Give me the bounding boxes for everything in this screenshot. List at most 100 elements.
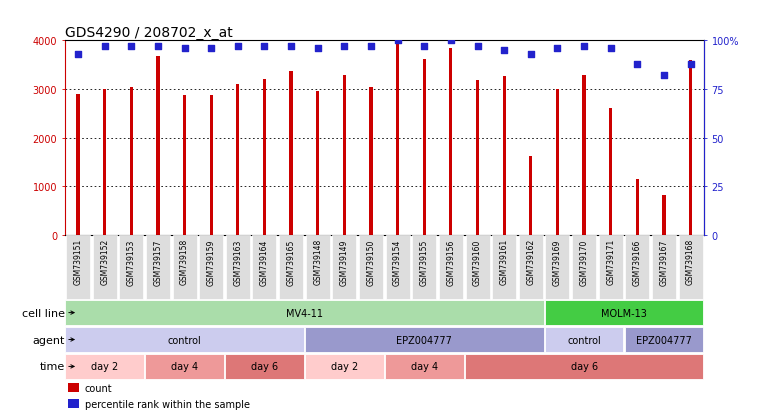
Bar (662, 196, 666, 235)
Text: GSM739158: GSM739158 (180, 239, 189, 285)
Text: day 6: day 6 (251, 361, 278, 372)
Bar (156, 57, 160, 235)
Point (258, 44, 271, 50)
FancyBboxPatch shape (279, 235, 303, 299)
Bar (183, 96, 186, 235)
Point (151, 44, 164, 50)
FancyBboxPatch shape (545, 328, 623, 352)
Text: GSM739170: GSM739170 (580, 239, 588, 285)
Text: GSM739162: GSM739162 (527, 239, 535, 285)
FancyBboxPatch shape (333, 235, 356, 299)
Text: GSM739168: GSM739168 (686, 239, 695, 285)
Bar (396, 44, 400, 235)
Point (419, 44, 431, 50)
Bar (529, 157, 533, 235)
Text: GDS4290 / 208702_x_at: GDS4290 / 208702_x_at (65, 26, 232, 40)
FancyBboxPatch shape (626, 235, 649, 299)
Text: GSM739153: GSM739153 (127, 239, 135, 285)
Text: GSM739154: GSM739154 (393, 239, 402, 285)
Bar (68, 399, 79, 408)
Point (471, 44, 484, 50)
Point (631, 61, 643, 68)
Point (524, 52, 537, 58)
Text: GSM739163: GSM739163 (234, 239, 242, 285)
Point (604, 46, 616, 52)
Point (684, 61, 696, 68)
Text: time: time (40, 361, 65, 372)
FancyBboxPatch shape (65, 328, 304, 352)
Text: GSM739155: GSM739155 (420, 239, 428, 285)
Point (125, 44, 137, 50)
Text: GSM739152: GSM739152 (100, 239, 109, 285)
FancyBboxPatch shape (305, 354, 384, 379)
FancyBboxPatch shape (226, 235, 250, 299)
Text: GSM739157: GSM739157 (154, 239, 162, 285)
Text: GSM739150: GSM739150 (367, 239, 375, 285)
Text: GSM739164: GSM739164 (260, 239, 269, 285)
Text: GSM739161: GSM739161 (500, 239, 508, 285)
Point (98, 44, 111, 50)
Point (578, 44, 590, 50)
Point (285, 44, 297, 50)
FancyBboxPatch shape (465, 354, 703, 379)
FancyBboxPatch shape (199, 235, 223, 299)
FancyBboxPatch shape (146, 235, 170, 299)
Text: MOLM-13: MOLM-13 (601, 308, 647, 318)
Point (338, 44, 350, 50)
Bar (103, 89, 107, 235)
Bar (68, 383, 79, 392)
Text: agent: agent (32, 335, 65, 345)
Text: day 2: day 2 (91, 361, 118, 372)
FancyBboxPatch shape (386, 235, 409, 299)
Text: GSM739165: GSM739165 (287, 239, 295, 285)
Text: day 2: day 2 (331, 361, 358, 372)
FancyBboxPatch shape (492, 235, 516, 299)
Text: control: control (167, 335, 202, 345)
Bar (316, 92, 320, 235)
Bar (556, 90, 559, 235)
Text: EPZ004777: EPZ004777 (396, 335, 452, 345)
FancyBboxPatch shape (625, 328, 703, 352)
Point (444, 38, 457, 45)
FancyBboxPatch shape (66, 235, 90, 299)
Text: MV4-11: MV4-11 (286, 308, 323, 318)
Text: count: count (84, 383, 112, 393)
Bar (502, 77, 506, 235)
FancyBboxPatch shape (173, 235, 196, 299)
FancyBboxPatch shape (439, 235, 463, 299)
Text: GSM739148: GSM739148 (314, 239, 322, 285)
Point (391, 38, 403, 45)
FancyBboxPatch shape (253, 235, 276, 299)
FancyBboxPatch shape (679, 235, 702, 299)
Bar (369, 88, 373, 235)
FancyBboxPatch shape (572, 235, 596, 299)
Point (365, 44, 377, 50)
FancyBboxPatch shape (306, 235, 330, 299)
FancyBboxPatch shape (65, 354, 144, 379)
Bar (76, 95, 80, 235)
Bar (289, 72, 293, 235)
Point (205, 46, 218, 52)
Text: GSM739171: GSM739171 (607, 239, 615, 285)
FancyBboxPatch shape (466, 235, 489, 299)
Bar (609, 108, 613, 235)
Bar (476, 81, 479, 235)
Point (658, 73, 670, 80)
Text: GSM739169: GSM739169 (553, 239, 562, 285)
FancyBboxPatch shape (546, 235, 569, 299)
FancyBboxPatch shape (412, 235, 436, 299)
FancyBboxPatch shape (385, 354, 463, 379)
Bar (263, 80, 266, 235)
Point (551, 46, 563, 52)
Bar (689, 61, 693, 235)
Text: GSM739156: GSM739156 (447, 239, 455, 285)
Text: GSM739166: GSM739166 (633, 239, 642, 285)
Text: control: control (567, 335, 601, 345)
Text: percentile rank within the sample: percentile rank within the sample (84, 399, 250, 409)
FancyBboxPatch shape (305, 328, 543, 352)
FancyBboxPatch shape (119, 235, 143, 299)
Point (72, 52, 84, 58)
Bar (635, 180, 639, 235)
Bar (582, 76, 586, 235)
Point (312, 46, 324, 52)
